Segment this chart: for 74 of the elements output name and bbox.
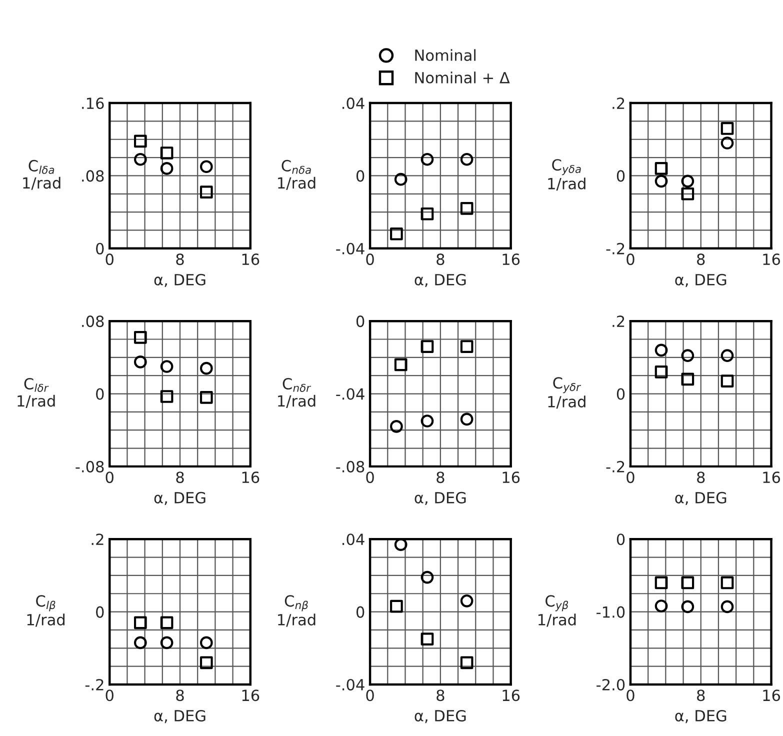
y-tick-label: .16 xyxy=(82,98,104,110)
x-axis-title: α, DEG xyxy=(154,710,206,724)
x-tick-label: 8 xyxy=(697,254,705,266)
x-tick-label: 0 xyxy=(366,254,374,266)
y-tick-label: .08 xyxy=(82,170,104,182)
x-tick-label: 0 xyxy=(106,472,114,484)
y-tick-label: -.04 xyxy=(336,678,364,690)
x-tick-label: 8 xyxy=(436,690,444,702)
x-tick-label: 8 xyxy=(176,690,184,702)
legend-label: Nominal xyxy=(415,49,476,61)
y-axis-title: C$_{nβ}$ 1/rad xyxy=(278,595,316,627)
y-tick-label: -1.0 xyxy=(596,606,625,618)
y-tick-label: 0 xyxy=(616,534,625,546)
y-axis-title: C$_{yδa}$ 1/rad xyxy=(548,159,586,191)
y-tick-label: 0 xyxy=(96,388,104,400)
x-axis-title: α, DEG xyxy=(675,274,726,287)
x-tick-label: 16 xyxy=(242,254,260,266)
y-axis-title: C$_{yβ}$ 1/rad xyxy=(538,595,576,627)
x-axis-title: α, DEG xyxy=(414,492,466,506)
y-axis-title: C$_{yδr}$ 1/rad xyxy=(548,377,586,409)
y-axis-title: C$_{lβ}$ 1/rad xyxy=(27,595,64,627)
y-tick-label: -.04 xyxy=(336,242,364,254)
y-tick-label: 0 xyxy=(356,170,364,182)
x-axis-title: α, DEG xyxy=(414,710,466,724)
y-axis-title: C$_{lδr}$ 1/rad xyxy=(18,378,55,408)
y-tick-label: -.2 xyxy=(606,242,624,254)
x-tick-label: 16 xyxy=(502,472,520,484)
y-axis-title: C$_{lδa}$ 1/rad xyxy=(23,160,60,190)
y-tick-label: .08 xyxy=(82,316,104,328)
y-tick-label: -.2 xyxy=(606,460,624,472)
x-tick-label: 16 xyxy=(502,254,520,266)
y-tick-label: .2 xyxy=(612,98,624,109)
y-tick-label: .04 xyxy=(342,534,364,546)
y-tick-label: 0 xyxy=(96,606,104,618)
x-tick-label: 0 xyxy=(366,690,374,702)
y-tick-label: 0 xyxy=(616,170,625,182)
y-tick-label: .04 xyxy=(342,98,364,110)
y-tick-label: 0 xyxy=(356,316,364,328)
legend-label: Nominal + Δ xyxy=(415,72,510,84)
x-tick-label: 8 xyxy=(697,472,705,484)
y-tick-label: 0 xyxy=(356,606,364,618)
x-tick-label: 16 xyxy=(242,472,260,484)
y-tick-label: -.08 xyxy=(336,460,364,472)
x-tick-label: 16 xyxy=(763,472,780,484)
x-tick-label: 0 xyxy=(626,254,634,266)
x-tick-label: 0 xyxy=(366,472,374,484)
x-tick-label: 16 xyxy=(763,254,780,266)
x-tick-label: 8 xyxy=(176,254,184,266)
y-tick-label: -2.0 xyxy=(596,678,625,690)
x-tick-label: 16 xyxy=(763,690,780,702)
x-tick-label: 8 xyxy=(436,472,444,484)
x-tick-label: 0 xyxy=(626,690,634,702)
x-tick-label: 8 xyxy=(176,472,184,484)
y-tick-label: -.2 xyxy=(85,678,104,690)
y-tick-label: .2 xyxy=(92,534,104,545)
x-axis-title: α, DEG xyxy=(414,274,466,287)
x-tick-label: 0 xyxy=(106,690,114,702)
x-axis-title: α, DEG xyxy=(154,274,206,287)
x-tick-label: 0 xyxy=(626,472,634,484)
x-axis-title: α, DEG xyxy=(675,710,726,724)
x-tick-label: 16 xyxy=(242,690,260,702)
y-tick-label: 0 xyxy=(96,242,104,254)
y-tick-label: 0 xyxy=(616,388,625,400)
y-axis-title: C$_{nδr}$ 1/rad xyxy=(278,378,316,408)
x-tick-label: 16 xyxy=(502,690,520,702)
y-axis-title: C$_{nδa}$ 1/rad xyxy=(278,160,316,190)
x-tick-label: 0 xyxy=(106,254,114,266)
x-axis-title: α, DEG xyxy=(154,492,206,506)
x-axis-title: α, DEG xyxy=(675,492,726,506)
y-tick-label: -.04 xyxy=(336,388,364,400)
y-tick-label: .2 xyxy=(612,316,624,327)
x-tick-label: 8 xyxy=(697,690,705,702)
x-tick-label: 8 xyxy=(436,254,444,266)
y-tick-label: -.08 xyxy=(76,460,104,472)
